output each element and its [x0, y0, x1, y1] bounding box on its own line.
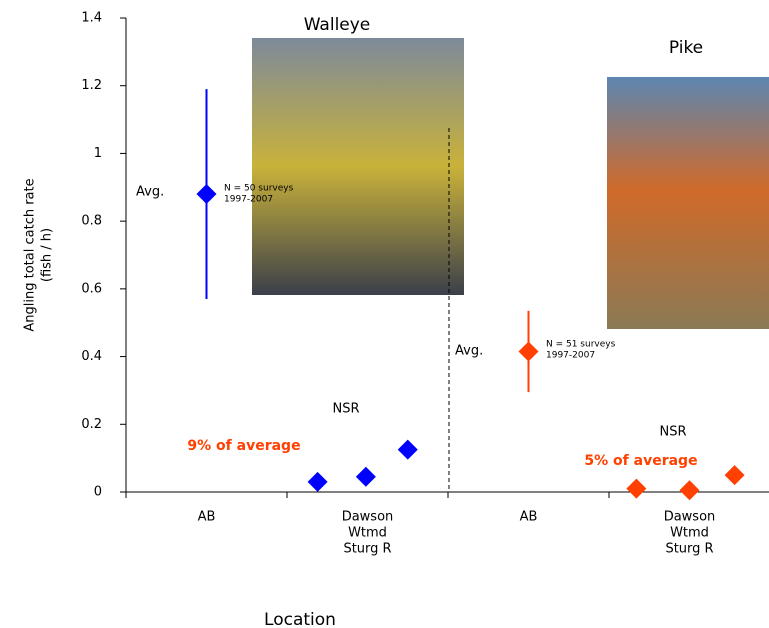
- y-tick-label: 0.6: [81, 281, 102, 296]
- panel-title: Walleye: [304, 15, 371, 35]
- point: [518, 341, 539, 362]
- point: [196, 184, 217, 205]
- annotation: NSR: [659, 425, 686, 440]
- point: [307, 471, 328, 492]
- y-tick-label: 0.8: [81, 214, 102, 229]
- walleye-photo: [252, 38, 464, 295]
- x-tick-label: AB: [198, 510, 216, 525]
- y-axis-label: (fish / h): [40, 228, 55, 282]
- point: [626, 478, 647, 499]
- x-tick-label: Dawson: [664, 510, 716, 525]
- annotation: 1997-2007: [224, 195, 273, 205]
- annotation: 9% of average: [187, 438, 300, 454]
- x-tick-label: AB: [520, 510, 538, 525]
- annotation: N = 50 surveys: [224, 184, 294, 194]
- annotation: Avg.: [455, 344, 483, 359]
- annotation: Avg.: [136, 185, 164, 200]
- x-axis-label: Location: [264, 610, 336, 628]
- y-tick-label: 1.4: [81, 11, 102, 26]
- annotation: 5% of average: [584, 453, 697, 469]
- x-tick-label: Wtmd: [348, 526, 387, 541]
- annotation: N = 51 surveys: [546, 340, 616, 350]
- point: [355, 466, 376, 487]
- y-tick-label: 1.2: [81, 78, 102, 93]
- point: [679, 480, 700, 501]
- y-axis-label: Angling total catch rate: [23, 178, 38, 331]
- panel-title: Pike: [669, 38, 703, 58]
- x-tick-label: Dawson: [342, 510, 394, 525]
- x-tick-label: Sturg R: [665, 542, 713, 557]
- y-tick-label: 0.2: [81, 417, 102, 432]
- point: [397, 439, 418, 460]
- x-tick-label: Sturg R: [343, 542, 391, 557]
- y-tick-label: 0.4: [81, 349, 102, 364]
- pike-photo: [607, 77, 769, 329]
- x-tick-label: Wtmd: [670, 526, 709, 541]
- y-tick-label: 0: [94, 485, 102, 500]
- annotation: NSR: [332, 402, 359, 417]
- y-tick-label: 1: [94, 146, 102, 161]
- point: [724, 465, 745, 486]
- annotation: 1997-2007: [546, 351, 595, 361]
